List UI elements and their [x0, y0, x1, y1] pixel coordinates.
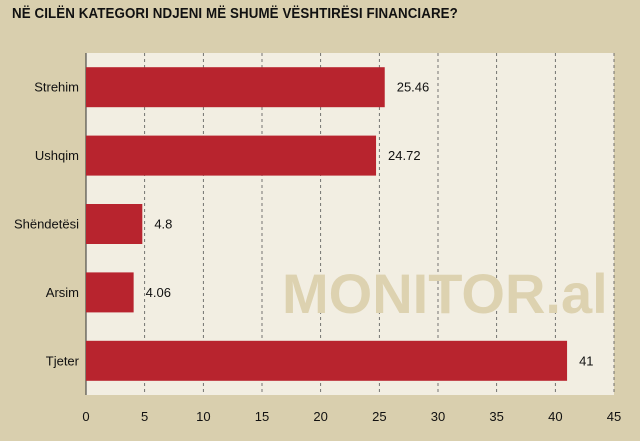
category-label: Shëndetësi: [14, 217, 79, 232]
category-label: Ushqim: [35, 148, 79, 163]
bar: [86, 340, 568, 381]
x-tick-label: 40: [548, 409, 562, 424]
value-label: 25.46: [397, 80, 430, 95]
x-tick-label: 45: [607, 409, 621, 424]
bar: [86, 135, 377, 176]
x-tick-label: 25: [372, 409, 386, 424]
x-tick-label: 5: [141, 409, 148, 424]
bar: [86, 204, 143, 244]
x-tick-label: 30: [431, 409, 445, 424]
category-label: Arsim: [46, 285, 79, 300]
category-label: Tjeter: [46, 353, 80, 368]
x-tick-label: 20: [313, 409, 327, 424]
watermark: MONITOR.al: [282, 262, 608, 325]
category-label: Strehim: [34, 80, 79, 95]
x-tick-label: 10: [196, 409, 210, 424]
x-tick-label: 15: [255, 409, 269, 424]
value-label: 4.8: [154, 217, 172, 232]
x-tick-label: 0: [82, 409, 89, 424]
chart-title: NË CILËN KATEGORI NDJENI MË SHUMË VËSHTI…: [12, 6, 458, 22]
plot-area: [86, 53, 614, 395]
bar: [86, 67, 385, 108]
bar: [86, 272, 134, 313]
value-label: 4.06: [146, 285, 171, 300]
value-label: 41: [579, 353, 593, 368]
value-label: 24.72: [388, 148, 421, 163]
x-tick-label: 35: [489, 409, 503, 424]
